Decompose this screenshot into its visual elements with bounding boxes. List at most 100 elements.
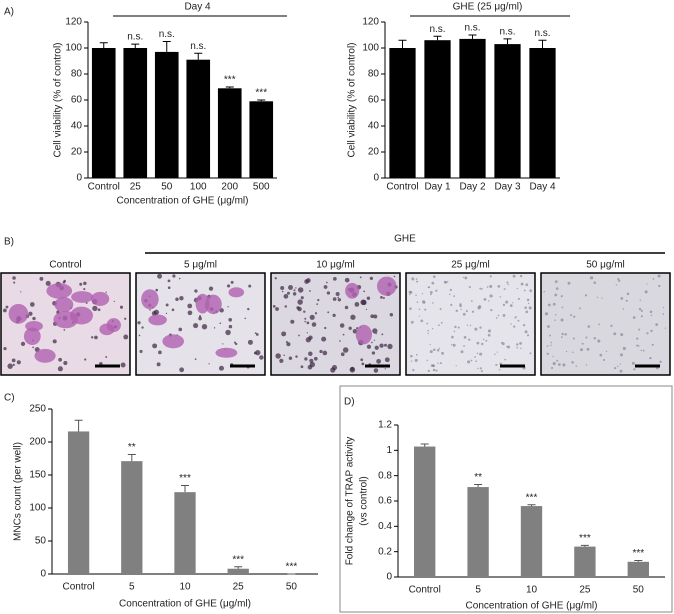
cell <box>97 308 101 312</box>
cell <box>281 331 287 337</box>
cell <box>247 307 250 311</box>
cell <box>298 334 300 337</box>
error-bar <box>234 566 243 569</box>
cell <box>415 353 418 356</box>
cell <box>316 303 319 305</box>
cell <box>384 343 387 347</box>
cell <box>435 289 438 292</box>
cell <box>227 306 229 308</box>
cell <box>497 314 500 317</box>
cell <box>342 347 349 353</box>
cell <box>490 308 493 312</box>
bar <box>249 101 274 178</box>
x-tick-label: Day 3 <box>494 182 521 193</box>
cell <box>431 281 435 285</box>
cell <box>379 343 384 348</box>
cell <box>510 323 512 325</box>
cell <box>439 307 442 310</box>
y-tick-label: 0 <box>373 173 379 184</box>
cell <box>32 346 35 349</box>
cell <box>429 290 433 294</box>
cell <box>308 335 313 340</box>
x-axis-label: Concentration of GHE (μg/ml) <box>466 601 598 612</box>
cell <box>560 318 564 322</box>
cell <box>342 333 345 336</box>
significance: *** <box>255 88 267 99</box>
cell <box>488 300 490 302</box>
micrograph-label: 25 μg/ml <box>451 260 490 271</box>
cell <box>636 337 639 340</box>
panel-label: D) <box>344 397 355 408</box>
cell <box>3 347 7 351</box>
cell <box>554 314 557 316</box>
cell <box>580 348 583 352</box>
cell <box>283 294 289 299</box>
panel-label: A) <box>4 7 14 18</box>
cell <box>427 369 430 372</box>
cell <box>16 360 21 365</box>
cell <box>662 306 665 309</box>
osteoclast <box>204 294 222 315</box>
cell <box>409 307 412 310</box>
cell <box>649 310 653 314</box>
cell <box>502 303 506 307</box>
cell <box>499 296 502 298</box>
cell <box>636 344 639 347</box>
cell <box>292 292 297 296</box>
cell <box>90 336 94 339</box>
cell <box>393 275 396 278</box>
cell <box>178 327 183 332</box>
y-axis-label: Cell viability (% of control) <box>53 42 64 157</box>
cell <box>449 288 452 292</box>
cell <box>105 356 108 358</box>
cell <box>350 314 356 320</box>
panel-label: C) <box>4 393 15 404</box>
x-tick-label: Control <box>88 182 120 193</box>
cell <box>340 352 345 357</box>
cell <box>296 306 300 310</box>
cell <box>7 363 13 369</box>
significance: ** <box>474 472 482 483</box>
bar <box>174 492 196 574</box>
significance: n.s. <box>159 29 175 40</box>
cell <box>339 340 341 342</box>
cell <box>610 324 613 327</box>
cell <box>476 341 480 345</box>
cell <box>517 319 520 322</box>
cell <box>333 276 337 281</box>
cell <box>255 333 259 336</box>
cell <box>489 294 493 298</box>
cell <box>300 296 304 300</box>
cell <box>439 362 442 365</box>
cell <box>414 358 418 363</box>
osteoclast <box>228 287 245 298</box>
cell <box>451 335 454 339</box>
significance: *** <box>286 562 298 573</box>
cell <box>602 358 606 362</box>
micrograph-label: 10 μg/ml <box>316 260 355 271</box>
cell <box>225 329 231 336</box>
bar <box>414 446 436 577</box>
significance: *** <box>224 75 236 86</box>
micrograph-label: 50 μg/ml <box>586 260 625 271</box>
cell <box>550 344 552 347</box>
cell <box>295 355 298 358</box>
cell <box>571 351 574 353</box>
cell <box>476 352 479 355</box>
cell <box>544 312 549 316</box>
y-tick-label: 150 <box>29 470 46 481</box>
cell <box>158 350 162 355</box>
cell <box>369 276 374 280</box>
cell <box>640 349 643 352</box>
cell <box>137 321 141 325</box>
error-bar <box>225 86 234 89</box>
cell <box>92 305 98 312</box>
bar <box>389 48 416 178</box>
cell <box>496 351 498 353</box>
cell <box>468 286 471 289</box>
cell <box>468 338 471 341</box>
cell <box>45 280 51 286</box>
cell <box>622 346 626 351</box>
cell <box>474 356 476 358</box>
cell <box>507 283 509 286</box>
